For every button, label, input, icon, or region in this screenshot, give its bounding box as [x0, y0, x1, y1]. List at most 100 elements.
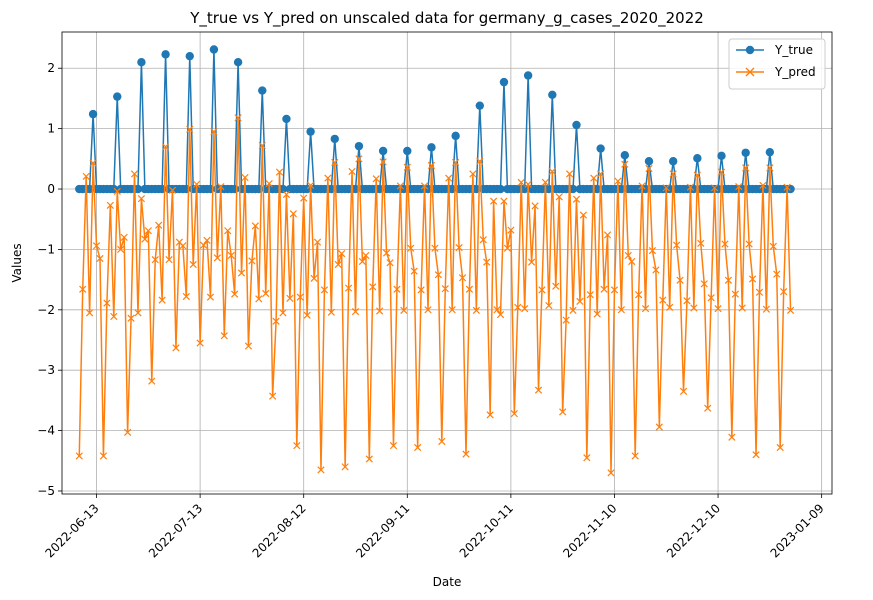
data-point-y-pred: [541, 178, 550, 187]
data-point-y-pred: [773, 270, 781, 278]
data-point-y-pred: [113, 187, 121, 196]
data-point-y-pred: [728, 433, 736, 441]
data-point-y-pred: [679, 387, 688, 395]
data-point-y-pred: [690, 304, 698, 312]
data-point-y-pred: [555, 193, 563, 201]
data-point-y-pred: [296, 293, 304, 301]
data-point-y-pred: [161, 143, 170, 151]
data-point-y-true: [258, 86, 267, 95]
data-point-y-true: [668, 157, 678, 166]
data-point-y-pred: [717, 168, 726, 176]
data-point-y-pred: [600, 285, 608, 293]
data-point-y-pred: [206, 293, 215, 301]
data-point-y-pred: [130, 170, 139, 178]
data-point-y-pred: [441, 285, 449, 293]
data-point-y-pred: [358, 257, 367, 266]
data-point-y-pred: [479, 236, 487, 244]
data-point-y-pred: [427, 161, 436, 170]
y-tick-label: −5: [37, 484, 55, 498]
data-point-y-true: [427, 143, 436, 152]
data-point-y-pred: [179, 242, 187, 250]
data-point-y-pred: [538, 286, 546, 294]
x-axis-label: Date: [433, 575, 462, 589]
data-point-y-pred: [75, 452, 83, 460]
data-point-y-pred: [776, 443, 784, 452]
data-point-y-pred: [672, 241, 681, 249]
data-point-y-pred: [155, 221, 163, 229]
data-point-y-pred: [293, 442, 301, 450]
data-point-y-pred: [106, 201, 114, 209]
data-point-y-pred: [303, 311, 311, 319]
y-axis-label: Values: [10, 243, 24, 282]
data-point-y-pred: [624, 251, 632, 260]
data-point-y-true: [689, 184, 699, 194]
data-point-y-pred: [92, 242, 101, 250]
data-point-y-pred: [407, 244, 415, 252]
data-point-y-pred: [748, 275, 757, 283]
data-point-y-true: [644, 157, 654, 166]
data-point-y-pred: [569, 306, 577, 315]
y-axis: −5 −4 −3 −2 −1 0 1 2: [37, 61, 62, 498]
data-point-y-pred: [641, 304, 650, 313]
data-point-y-true: [185, 51, 194, 61]
plot-frame: [61, 31, 833, 495]
data-point-y-true: [137, 58, 146, 67]
y-tick-label: 1: [47, 122, 55, 136]
data-point-y-pred: [572, 195, 581, 203]
data-point-y-true: [161, 50, 170, 59]
data-point-y-pred: [628, 257, 636, 266]
data-point-y-pred: [593, 310, 601, 318]
data-point-y-pred: [700, 280, 708, 288]
data-point-y-pred: [742, 164, 750, 172]
data-point-y-pred: [766, 164, 774, 172]
data-point-y-pred: [445, 174, 453, 182]
data-point-y-pred: [752, 451, 760, 459]
data-point-y-pred: [344, 284, 353, 292]
data-point-y-pred: [483, 258, 491, 266]
data-point-y-pred: [158, 296, 166, 304]
data-point-y-pred: [313, 238, 322, 246]
y-tick-label: −4: [37, 424, 55, 438]
data-point-y-true: [282, 114, 291, 124]
data-point-y-pred: [110, 312, 118, 321]
data-point-y-pred: [448, 306, 456, 314]
data-point-y-pred: [224, 227, 232, 235]
data-point-y-pred: [617, 306, 625, 314]
data-point-y-true: [548, 90, 557, 100]
data-point-y-pred: [531, 202, 539, 210]
data-point-y-pred: [786, 306, 795, 315]
data-point-y-pred: [279, 309, 287, 317]
data-point-y-pred: [762, 305, 771, 313]
data-point-y-pred: [199, 241, 208, 249]
data-point-y-pred: [676, 276, 684, 284]
data-point-y-pred: [151, 256, 159, 264]
data-point-y-pred: [362, 251, 370, 260]
data-point-y-pred: [341, 463, 349, 471]
data-point-y-true: [278, 184, 288, 194]
data-point-y-pred: [424, 306, 432, 314]
data-point-y-pred: [721, 240, 729, 248]
data-point-y-pred: [82, 172, 90, 180]
data-point-y-pred: [610, 286, 619, 294]
data-point-y-pred: [534, 386, 543, 394]
legend-label-y-pred: Y_pred: [774, 65, 816, 79]
data-point-y-pred: [231, 290, 239, 298]
data-point-y-pred: [286, 294, 294, 302]
data-point-y-pred: [548, 167, 556, 176]
data-point-y-pred: [393, 285, 401, 293]
data-point-y-pred: [89, 159, 97, 167]
data-point-y-pred: [738, 304, 746, 312]
data-point-y-pred: [527, 258, 536, 266]
data-point-y-pred: [686, 183, 695, 191]
data-point-y-true: [620, 151, 630, 160]
data-point-y-pred: [704, 404, 712, 412]
data-point-y-pred: [500, 197, 508, 205]
data-point-y-pred: [96, 254, 104, 263]
data-point-y-pred: [382, 249, 391, 257]
data-point-y-pred: [462, 450, 470, 458]
data-point-y-pred: [621, 160, 629, 168]
data-point-y-true: [475, 101, 484, 110]
data-point-y-true: [306, 127, 315, 136]
data-point-y-true: [568, 184, 578, 194]
data-point-y-pred: [241, 173, 249, 182]
